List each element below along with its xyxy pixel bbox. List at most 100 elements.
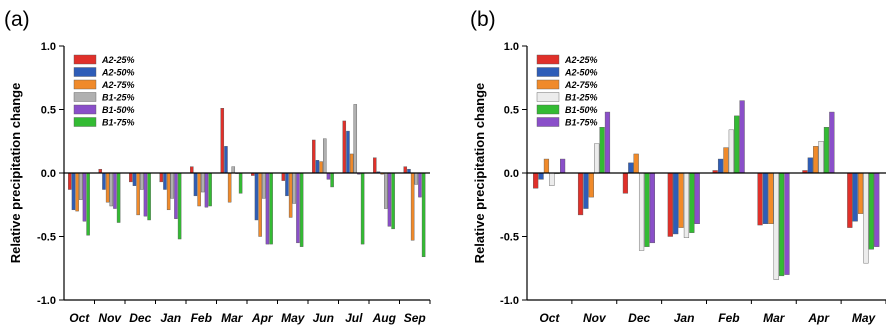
bar-may-a2-75pct — [857, 172, 864, 214]
bar-dec-a2-25pct — [622, 172, 629, 194]
bar-mar-b1-50pct — [778, 172, 785, 277]
bar-may-a2-50pct — [285, 172, 289, 197]
legend-swatch — [536, 92, 560, 102]
y-tick-label: 0.5 — [504, 105, 519, 117]
bar-jun-b1-25pct — [323, 138, 327, 174]
x-tick-label: Jan — [674, 311, 695, 325]
bar-jan-a2-50pct — [673, 172, 679, 235]
bar-oct-b1-75pct — [86, 172, 90, 236]
bar-jan-a2-75pct — [166, 172, 171, 211]
chart-panel-a: (a) Relative precipitation change 1.0 0.5 0.… — [4, 8, 431, 325]
legend-swatch — [536, 117, 560, 127]
bar-sep-b1-25pct — [414, 172, 419, 185]
bar-apr-b1-50pct — [265, 172, 270, 245]
bar-mar-a2-25pct — [220, 108, 225, 174]
bar-nov-a2-50pct — [102, 172, 106, 190]
bar-nov-b1-50pct — [599, 127, 605, 174]
bar-dec-a2-25pct — [129, 172, 133, 183]
legend-swatch — [536, 104, 560, 115]
y-tick-label: 0.0 — [504, 168, 519, 180]
bar-may-a2-25pct — [281, 172, 286, 181]
bar-apr-a2-75pct — [813, 146, 819, 174]
bar-dec-b1-75pct — [649, 172, 655, 244]
bar-apr-b1-75pct — [269, 172, 273, 245]
bar-jun-b1-50pct — [326, 172, 331, 180]
bar-nov-a2-50pct — [583, 172, 589, 209]
bar-jun-b1-75pct — [330, 172, 334, 188]
x-tick-label: Mar — [763, 311, 786, 325]
bar-jun-a2-50pct — [315, 160, 320, 174]
y-axis-label: Relative precipitation change — [472, 83, 487, 264]
panel-label: (b) — [470, 8, 496, 31]
bar-nov-b1-50pct — [113, 172, 117, 209]
bar-apr-b1-25pct — [262, 172, 266, 199]
bar-jan-b1-25pct — [683, 172, 690, 238]
bar-jan-a2-25pct — [667, 172, 673, 237]
bar-nov-a2-75pct — [105, 172, 110, 203]
x-tick-label: May — [852, 311, 877, 325]
bar-sep-b1-75pct — [421, 172, 426, 258]
bar-nov-a2-75pct — [588, 172, 594, 198]
bar-nov-b1-75pct — [604, 111, 611, 174]
legend-swatch — [73, 117, 97, 127]
bar-jul-b1-75pct — [360, 172, 365, 245]
bar-mar-a2-25pct — [757, 172, 763, 226]
y-tick-label: 0.0 — [41, 168, 56, 180]
bar-jan-b1-75pct — [177, 172, 182, 240]
legend-swatch — [73, 104, 97, 115]
bar-may-b1-25pct — [292, 172, 297, 204]
bar-feb-b1-25pct — [728, 129, 734, 174]
bar-mar-b1-25pct — [231, 166, 236, 174]
x-tick-label: Nov — [98, 311, 122, 325]
bar-jul-a2-25pct — [342, 120, 347, 174]
x-tick-label: Jun — [313, 311, 334, 325]
bar-apr-b1-50pct — [823, 127, 830, 174]
bar-feb-b1-75pct — [739, 100, 745, 174]
bar-mar-b1-25pct — [773, 172, 779, 280]
bar-jan-a2-25pct — [159, 172, 164, 183]
bar-feb-b1-50pct — [734, 115, 740, 174]
bar-dec-a2-50pct — [628, 162, 634, 174]
bar-feb-a2-50pct — [193, 172, 198, 197]
bar-feb-b1-75pct — [208, 172, 212, 207]
legend-label: A2-50% — [564, 68, 598, 78]
bar-oct-a2-75pct — [543, 158, 550, 174]
legend-label: A2-75% — [101, 80, 135, 90]
bar-mar-b1-75pct — [238, 172, 243, 194]
legend-label: B1-25% — [565, 93, 598, 103]
bar-may-b1-75pct — [299, 172, 304, 247]
bar-nov-b1-25pct — [109, 172, 114, 207]
legend-swatch — [73, 67, 97, 77]
x-tick-label: Apr — [807, 311, 830, 325]
y-tick-label: -1.0 — [500, 295, 519, 307]
y-tick-label: -0.5 — [37, 232, 56, 244]
legend-label: A2-25% — [564, 55, 598, 65]
bar-jun-a2-25pct — [312, 139, 316, 174]
bar-jan-a2-50pct — [163, 172, 167, 190]
bar-oct-b1-25pct — [79, 172, 83, 200]
y-tick-label: -1.0 — [37, 295, 56, 307]
bar-feb-a2-25pct — [190, 166, 194, 174]
bar-oct-a2-75pct — [75, 172, 79, 212]
panel-label: (a) — [4, 8, 30, 31]
x-tick-label: May — [281, 311, 306, 325]
bar-may-b1-50pct — [296, 172, 300, 244]
bar-feb-a2-75pct — [197, 172, 201, 207]
bar-jan-b1-50pct — [689, 172, 695, 233]
bar-oct-a2-25pct — [533, 172, 539, 189]
legend-swatch — [536, 67, 560, 77]
bar-jun-a2-75pct — [319, 161, 323, 174]
bar-jan-b1-25pct — [170, 172, 175, 199]
legend-label: A2-75% — [564, 80, 598, 90]
bar-dec-b1-25pct — [140, 172, 144, 190]
bar-dec-b1-50pct — [143, 172, 148, 217]
bar-may-b1-25pct — [863, 172, 869, 264]
legend-swatch — [73, 79, 97, 90]
bar-feb-b1-50pct — [204, 172, 209, 208]
x-tick-label: Oct — [539, 311, 560, 325]
bar-nov-b1-75pct — [116, 172, 121, 223]
bar-jul-a2-75pct — [349, 153, 354, 174]
legend-label: B1-50% — [102, 105, 135, 115]
bar-feb-a2-75pct — [723, 147, 729, 174]
bar-oct-b1-50pct — [82, 172, 87, 222]
